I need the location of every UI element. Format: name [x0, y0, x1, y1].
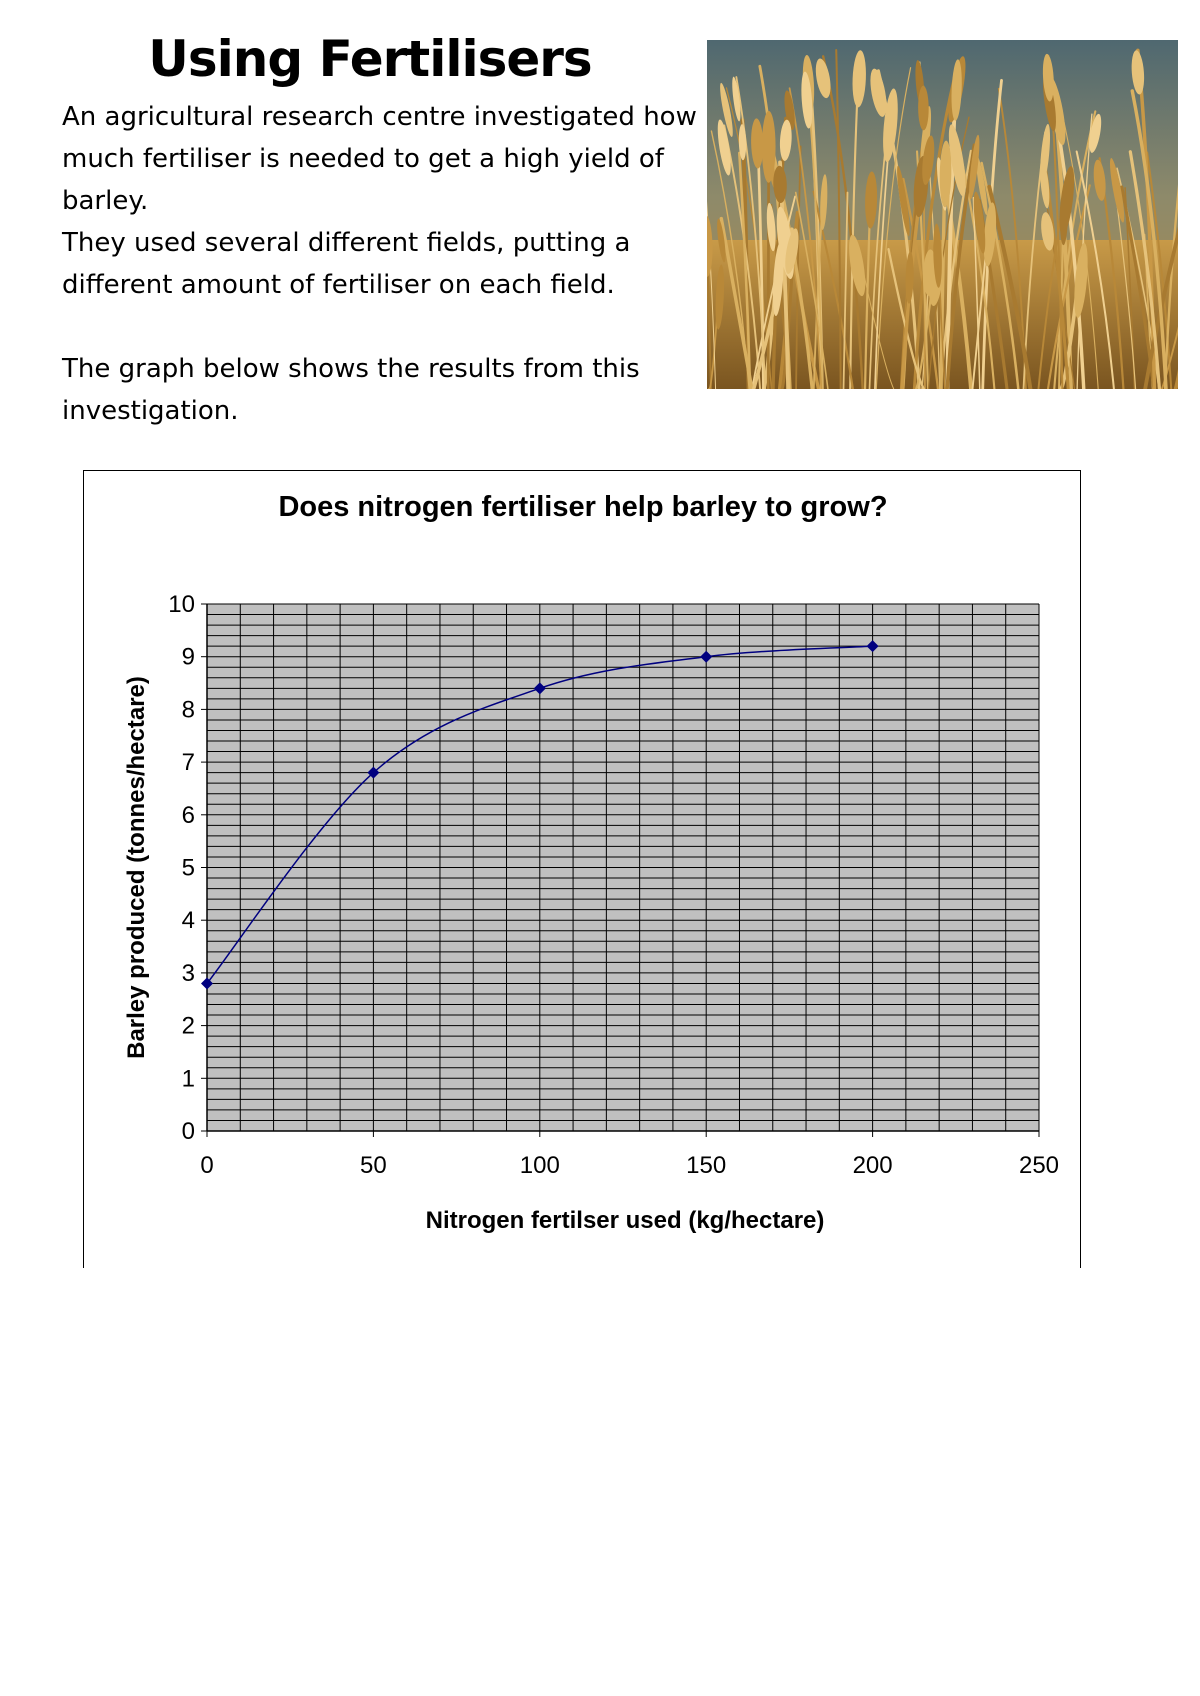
- closing-paragraph: The graph below shows the results from t…: [62, 354, 640, 426]
- y-tick-label: 9: [182, 644, 195, 671]
- x-tick-label: 150: [686, 1152, 726, 1179]
- line-chart: Does nitrogen fertiliser help barley to …: [123, 491, 1059, 1234]
- y-tick-label: 0: [182, 1118, 195, 1145]
- x-tick-label: 50: [360, 1152, 387, 1179]
- data-point-marker: [533, 682, 546, 695]
- data-point-marker: [866, 640, 879, 653]
- intro-paragraph: An agricultural research centre investig…: [62, 102, 697, 216]
- y-tick-label: 4: [182, 907, 195, 934]
- y-tick-label: 6: [182, 802, 195, 829]
- x-tick-label: 200: [853, 1152, 893, 1179]
- y-tick-label: 1: [182, 1065, 195, 1092]
- barley-field-photo: [707, 40, 1178, 389]
- y-tick-label: 5: [182, 855, 195, 882]
- chart-title: Does nitrogen fertiliser help barley to …: [278, 491, 887, 523]
- x-tick-label: 100: [520, 1152, 560, 1179]
- y-tick-label: 10: [168, 591, 195, 618]
- chart-frame: Does nitrogen fertiliser help barley to …: [83, 470, 1081, 1268]
- data-point-marker: [700, 650, 713, 663]
- y-axis-label: Barley produced (tonnes/hectare): [123, 676, 150, 1059]
- data-point-marker: [201, 977, 213, 990]
- y-tick-label: 7: [182, 749, 195, 776]
- intro-text: An agricultural research centre investig…: [62, 96, 702, 432]
- page-title: Using Fertilisers: [148, 30, 592, 88]
- series-line: [206, 645, 873, 984]
- y-tick-label: 3: [182, 960, 195, 987]
- intro-paragraph: They used several different fields, putt…: [62, 228, 631, 300]
- x-tick-label: 250: [1019, 1152, 1059, 1179]
- data-point-marker: [367, 766, 380, 779]
- y-tick-label: 2: [182, 1013, 195, 1040]
- y-tick-label: 8: [182, 696, 195, 723]
- x-axis-label: Nitrogen fertilser used (kg/hectare): [426, 1207, 825, 1234]
- x-tick-label: 0: [200, 1152, 213, 1179]
